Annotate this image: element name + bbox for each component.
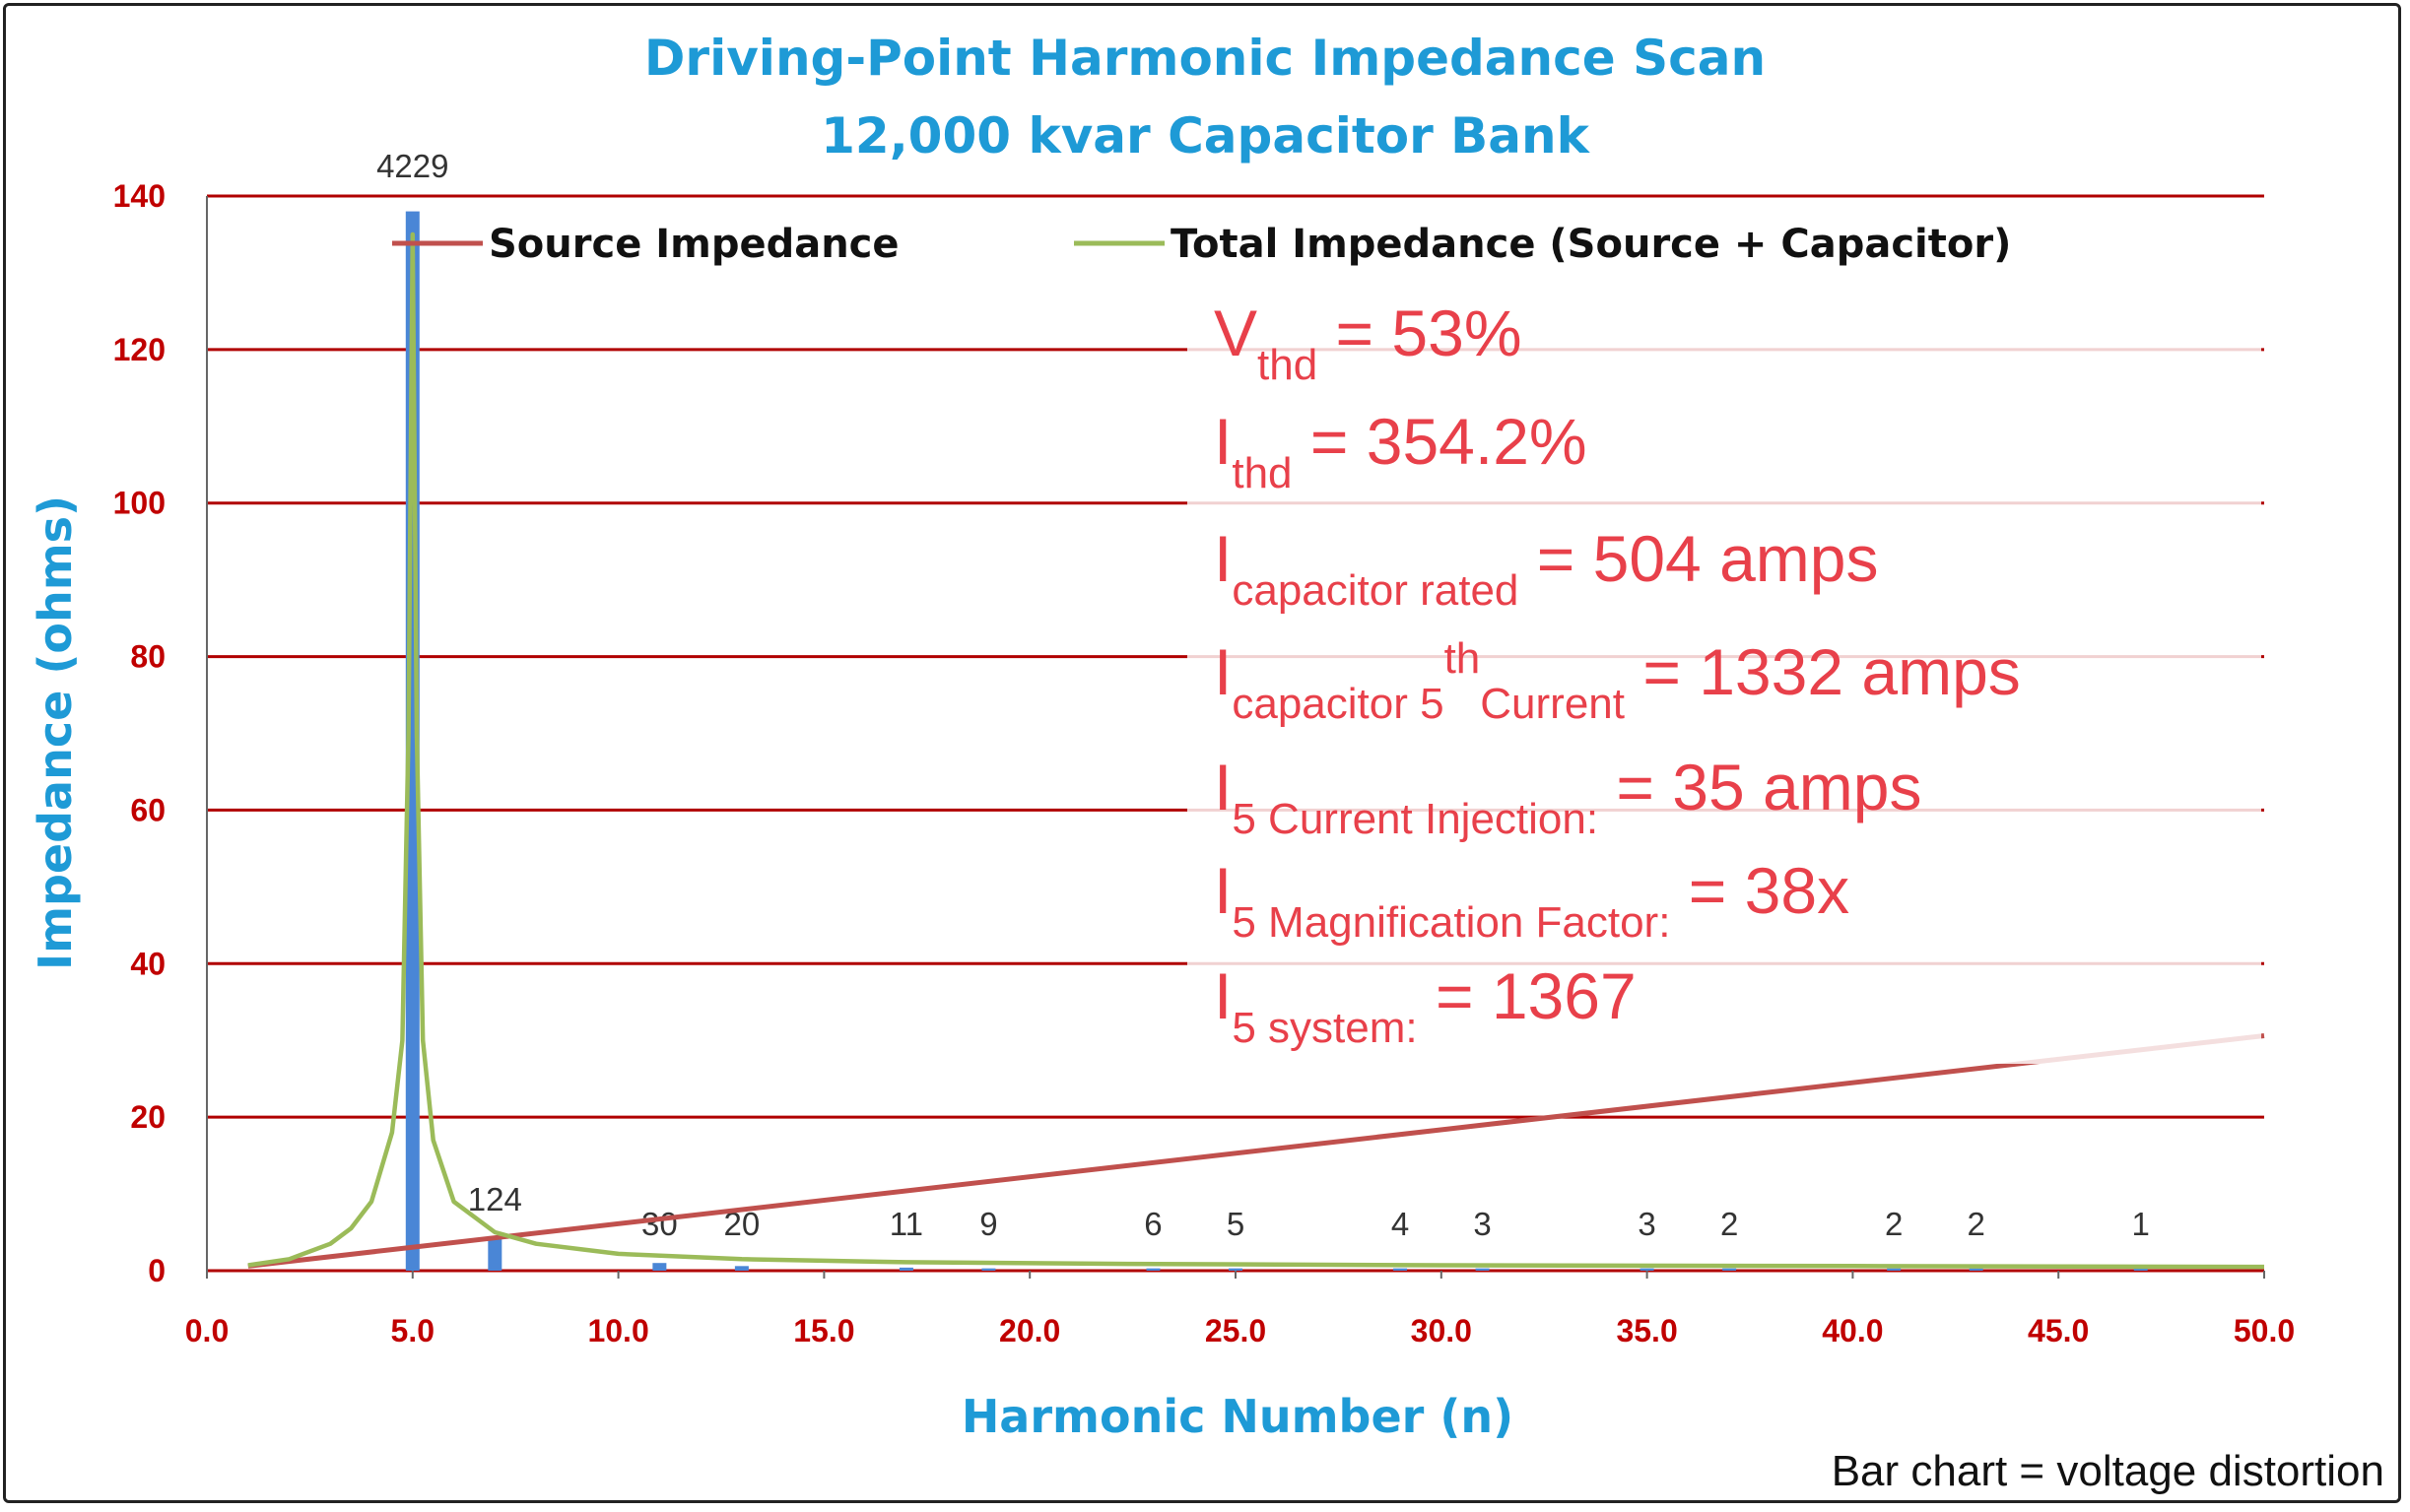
annotation-line: I5 system: = 1367 (1214, 959, 1637, 1052)
y-axis-title: Impedance (ohms) (29, 495, 82, 970)
annotation-line: Vthd = 53% (1214, 296, 1522, 389)
bar-label: 124 (468, 1181, 522, 1217)
bar-label: 4 (1391, 1206, 1409, 1242)
total-impedance-line (247, 231, 2265, 1270)
bar (1969, 1268, 1983, 1271)
x-axis-title: Harmonic Number (n) (962, 1390, 1513, 1443)
bar (1640, 1268, 1654, 1271)
x-tick-label: 20.0 (999, 1313, 1060, 1348)
bar (1475, 1268, 1490, 1271)
x-tick-label: 40.0 (1822, 1313, 1883, 1348)
bar-label: 3 (1473, 1206, 1491, 1242)
annotation-line: I5 Current Injection: = 35 amps (1214, 751, 1921, 843)
bar (1393, 1268, 1408, 1271)
bar-label: 11 (890, 1206, 923, 1242)
annotation-line: Icapacitor rated = 504 amps (1214, 522, 1878, 615)
y-tick-label: 20 (130, 1099, 166, 1135)
chart-title-line: 12,000 kvar Capacitor Bank (821, 107, 1591, 164)
annotation-line: Icapacitor 5thCurrent = 1332 amps (1214, 634, 2021, 728)
bar (981, 1268, 996, 1271)
bar-label: 5 (1227, 1206, 1244, 1242)
x-tick-label: 25.0 (1205, 1313, 1266, 1348)
x-tick-label: 50.0 (2234, 1313, 2295, 1348)
x-tick-label: 15.0 (793, 1313, 854, 1348)
annotation-line: I5 Magnification Factor: = 38x (1214, 854, 1849, 947)
source-impedance-line (247, 1033, 2265, 1269)
x-tick-label: 0.0 (185, 1313, 229, 1348)
x-tick-label: 45.0 (2028, 1313, 2089, 1348)
bar-label: 3 (1638, 1206, 1655, 1242)
bar (734, 1266, 749, 1271)
bar (1722, 1268, 1737, 1271)
bar-label: 1 (2132, 1206, 2150, 1242)
y-tick-label: 60 (130, 792, 166, 827)
y-tick-label: 40 (130, 946, 166, 981)
x-tick-label: 10.0 (587, 1313, 648, 1348)
x-tick-label: 30.0 (1411, 1313, 1472, 1348)
y-tick-label: 80 (130, 639, 166, 675)
bar (899, 1267, 913, 1271)
bar (1146, 1268, 1161, 1271)
y-tick-label: 100 (113, 486, 166, 521)
bar-label: 2 (1720, 1206, 1738, 1242)
bar (1887, 1268, 1902, 1271)
y-tick-label: 0 (148, 1253, 166, 1288)
bar-label: 2 (1885, 1206, 1903, 1242)
bar-label: 2 (1968, 1206, 1985, 1242)
bar (2133, 1268, 2148, 1271)
bar-label: 6 (1144, 1206, 1162, 1242)
footnote: Bar chart = voltage distortion (1831, 1447, 2384, 1495)
y-tick-label: 140 (113, 178, 166, 214)
chart-title-line: Driving-Point Harmonic Impedance Scan (644, 30, 1766, 87)
bar-label: 30 (641, 1206, 678, 1242)
legend-label: Source Impedance (489, 222, 900, 267)
y-tick-label: 120 (113, 332, 166, 367)
bar (488, 1235, 502, 1271)
bar (1229, 1268, 1242, 1271)
annotation-line: Ithd = 354.2% (1214, 405, 1587, 497)
bar-label: 4229 (376, 148, 448, 184)
x-tick-label: 35.0 (1616, 1313, 1677, 1348)
annotation-backing (1187, 291, 2261, 1064)
legend-label: Total Impedance (Source + Capacitor) (1171, 222, 2011, 267)
x-tick-label: 5.0 (391, 1313, 435, 1348)
bar (652, 1263, 667, 1271)
bar-label: 9 (979, 1206, 997, 1242)
